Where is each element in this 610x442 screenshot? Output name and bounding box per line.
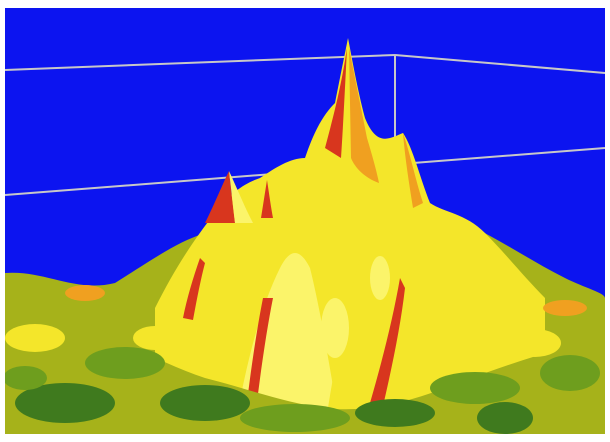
hill-far-left-red — [183, 258, 205, 320]
peak-left-light — [229, 171, 253, 223]
terrain-patches — [5, 256, 600, 434]
peak-right-shade — [403, 133, 423, 208]
terrain-front — [5, 317, 605, 434]
spike-shade-left — [325, 48, 347, 158]
surface-plot — [5, 8, 605, 434]
hill-far-left — [155, 243, 245, 338]
spike-shade-orange — [349, 48, 379, 183]
mid-peak-shade — [261, 180, 273, 218]
hill-center — [325, 228, 420, 428]
peak-left-shade — [205, 171, 235, 223]
hill-foreground-left — [235, 253, 340, 428]
plot-viewport — [5, 8, 605, 434]
hill-left-red-streak — [245, 298, 273, 418]
hill-center-red — [370, 278, 405, 406]
hill-right — [425, 233, 493, 328]
